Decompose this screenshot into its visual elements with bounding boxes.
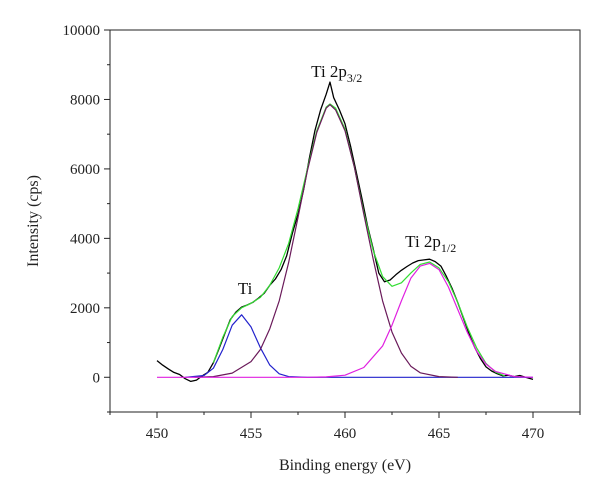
x-tick-label: 470 [522, 426, 545, 442]
y-tick-label: 4000 [70, 231, 100, 247]
y-axis-label: Intensity (cps) [25, 175, 42, 267]
x-tick-label: 465 [428, 426, 451, 442]
annotation-p12-subscript: 1/2 [441, 241, 456, 255]
plot-border [109, 29, 581, 413]
series-measured-line [156, 81, 534, 383]
series-ti-metal-line [185, 314, 533, 378]
chart-series [156, 81, 534, 383]
series-envelope-line [212, 103, 506, 377]
series-ti-2p32-line [194, 104, 458, 378]
x-axis-label: Binding energy (eV) [279, 457, 411, 474]
y-tick-label: 0 [93, 370, 101, 386]
y-tick-label: 10000 [63, 23, 101, 39]
series-ti-2p12-line [157, 262, 534, 378]
chart-frame: 0 2000 4000 6000 8000 10000 450 455 460 465 470 [63, 23, 581, 442]
y-tick-label: 2000 [70, 301, 100, 317]
annotation-p32: Ti 2p3/2 [311, 62, 362, 85]
annotation-ti: Ti [238, 279, 253, 298]
annotation-p12-text: Ti 2p [405, 232, 441, 251]
annotation-ti-text: Ti [238, 279, 253, 298]
x-tick-label: 450 [146, 426, 169, 442]
y-tick-label: 8000 [70, 92, 100, 108]
annotation-p32-text: Ti 2p [311, 62, 347, 81]
x-tick-label: 460 [334, 426, 357, 442]
annotation-p12: Ti 2p1/2 [405, 232, 456, 255]
x-tick-label: 455 [240, 426, 263, 442]
annotation-p32-subscript: 3/2 [347, 71, 362, 85]
y-tick-label: 6000 [70, 162, 100, 178]
